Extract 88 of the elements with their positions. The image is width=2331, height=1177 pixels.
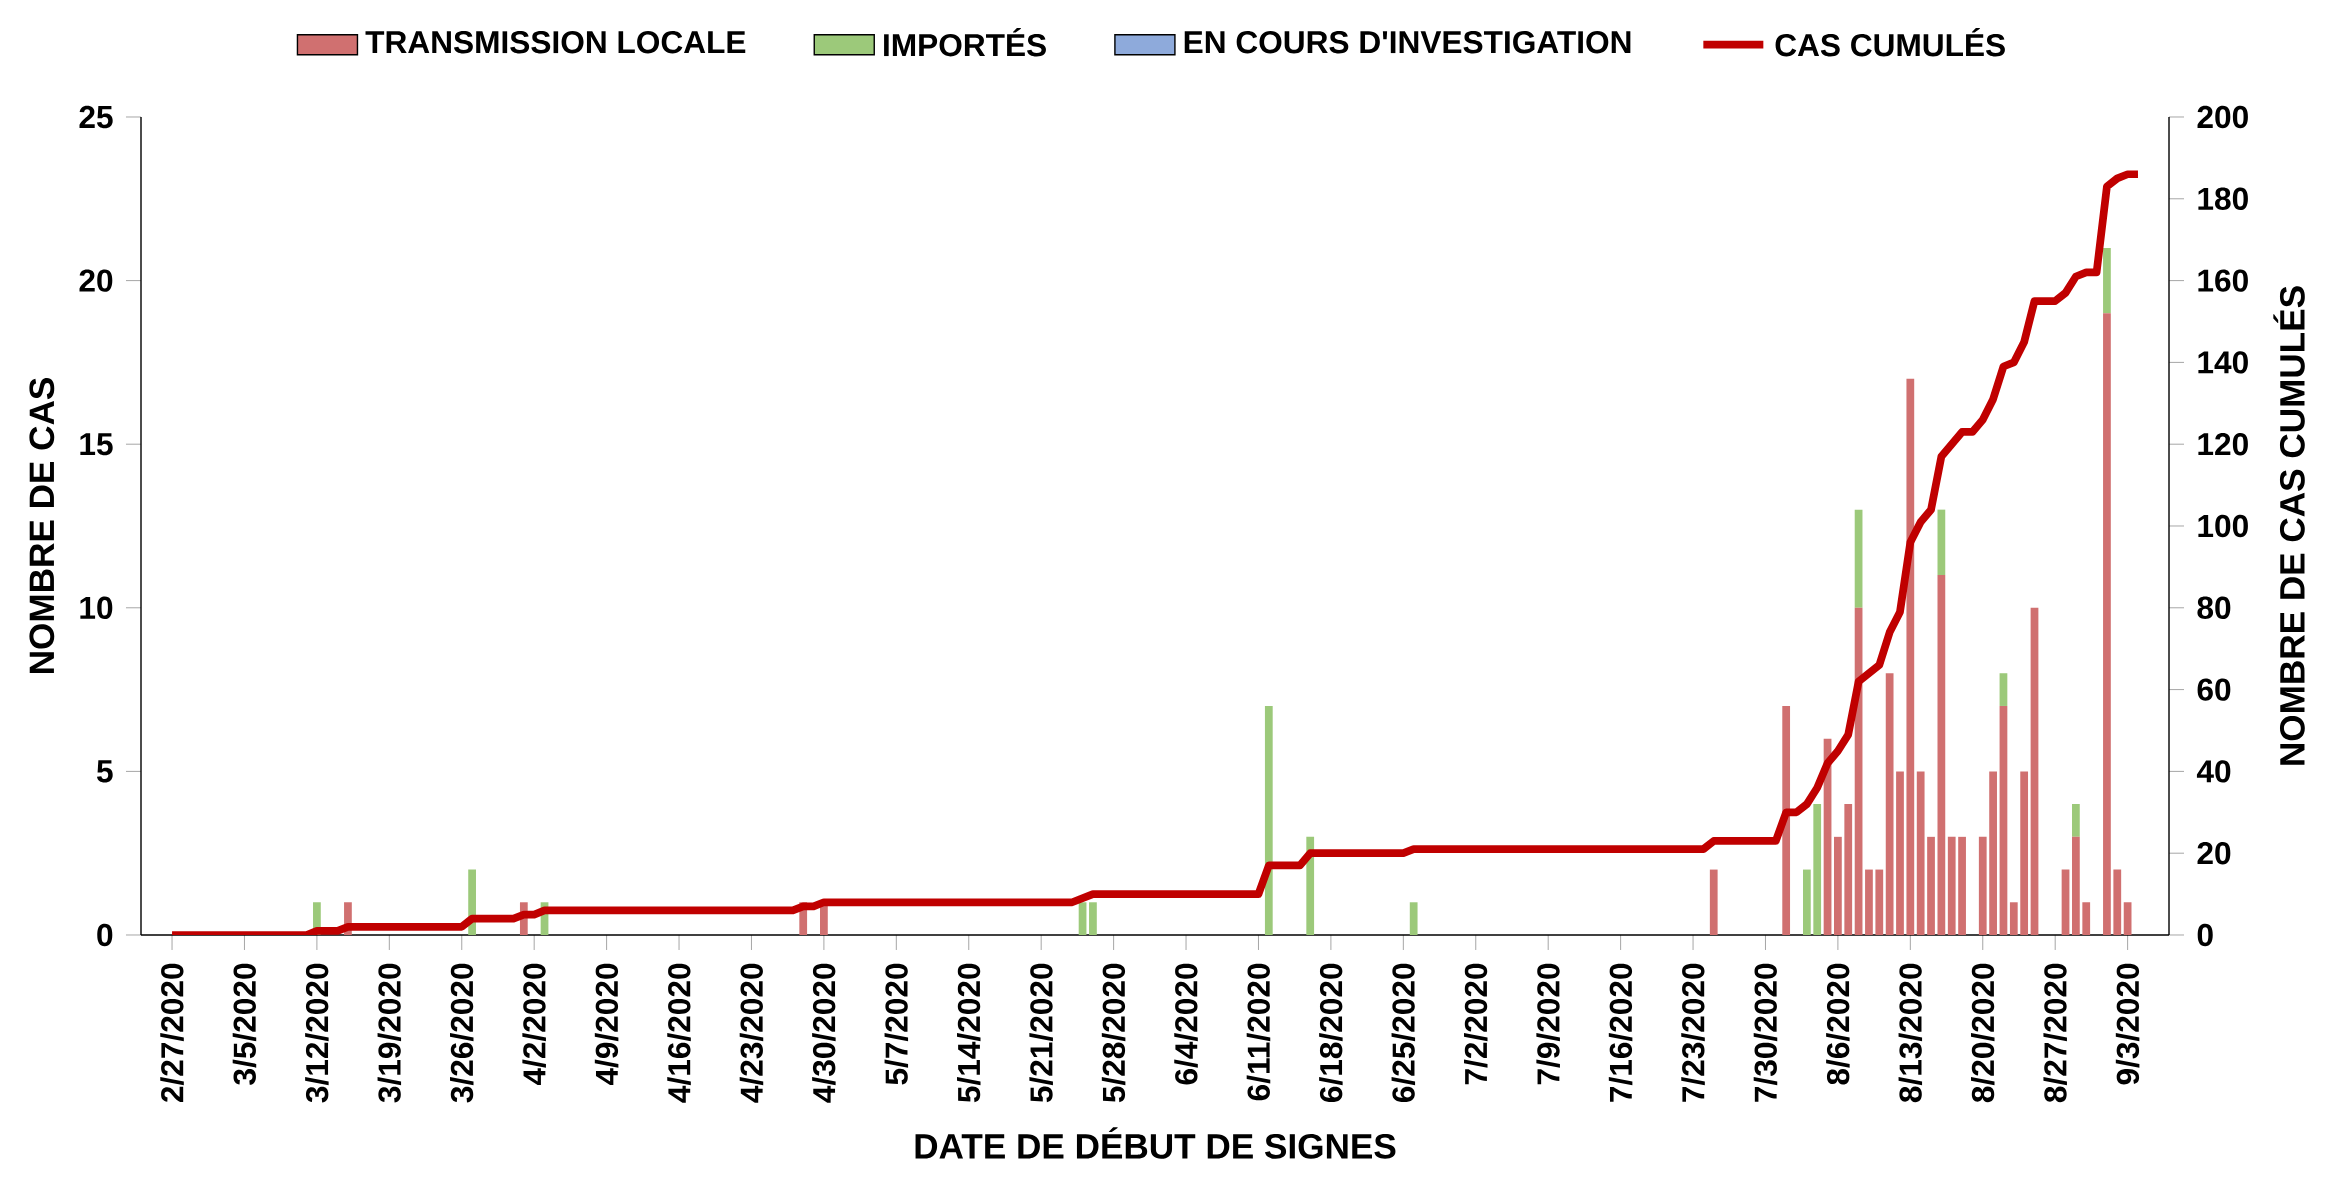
- legend-label: TRANSMISSION LOCALE: [365, 30, 746, 54]
- bar: [1802, 869, 1811, 935]
- legend-label: EN COURS D'INVESTIGATION: [1184, 30, 1631, 54]
- x-tick-label: 4/30/2020: [812, 963, 836, 1103]
- x-tick-label: 5/21/2020: [1029, 963, 1053, 1103]
- bar: [1937, 575, 1946, 935]
- bar: [2082, 902, 2091, 935]
- bar: [2103, 313, 2111, 935]
- y-tick-label: 5: [96, 760, 113, 783]
- x-tick-label: 6/25/2020: [1391, 963, 1416, 1102]
- bar: [1854, 509, 1863, 608]
- x-tick-label: 4/23/2020: [739, 963, 764, 1103]
- y2-tick-label: 0: [2197, 923, 2213, 947]
- x-tick-label: 4/16/2020: [667, 963, 691, 1103]
- y2-tick-label: 180: [2198, 187, 2248, 211]
- y-tick-label: 20: [79, 269, 113, 292]
- x-tick-label: 7/2/2020: [1463, 963, 1488, 1085]
- x-tick-label: 7/30/2020: [1753, 963, 1778, 1102]
- y2-axis-title: NOMBRE DE CAS CUMULÉS: [2273, 286, 2305, 765]
- x-tick-label: 3/5/2020: [232, 963, 257, 1085]
- y-tick-label: 0: [97, 923, 113, 947]
- y-tick-label: 10: [80, 596, 113, 620]
- x-tick-label: 8/6/2020: [1826, 963, 1850, 1085]
- y-tick-label: 15: [80, 433, 113, 456]
- y2-tick-label: 40: [2196, 760, 2231, 783]
- y2-tick-label: 60: [2197, 678, 2231, 701]
- bar: [1989, 771, 1997, 935]
- bar: [2103, 247, 2111, 314]
- bar: [2061, 869, 2070, 935]
- bar: [1264, 705, 1273, 935]
- bar: [1709, 869, 1718, 935]
- bar: [1844, 804, 1853, 935]
- bar: [2113, 869, 2122, 935]
- bar: [1937, 509, 1946, 576]
- bar: [2020, 771, 2029, 935]
- bar: [1782, 705, 1791, 935]
- x-tick-label: 8/27/2020: [2043, 963, 2067, 1103]
- x-tick-label: 7/16/2020: [1608, 963, 1633, 1102]
- x-tick-label: 2/27/2020: [160, 963, 184, 1103]
- bar: [1834, 836, 1842, 935]
- bar: [1999, 673, 2008, 706]
- y-axis-title: NOMBRE DE CAS: [29, 378, 55, 674]
- bar: [1409, 902, 1418, 935]
- legend-label: IMPORTÉS: [884, 28, 1046, 57]
- x-tick-label: 4/9/2020: [594, 963, 619, 1086]
- bar: [1865, 869, 1873, 935]
- x-tick-label: 5/28/2020: [1101, 963, 1126, 1103]
- bar: [1089, 902, 1097, 935]
- x-tick-label: 6/4/2020: [1174, 963, 1198, 1085]
- x-tick-label: 9/3/2020: [2115, 963, 2140, 1085]
- y2-tick-label: 120: [2198, 432, 2248, 456]
- bar: [2030, 607, 2039, 935]
- x-tick-label: 7/23/2020: [1681, 963, 1705, 1102]
- y2-tick-label: 20: [2197, 841, 2231, 865]
- bar: [1999, 705, 2008, 935]
- x-tick-label: 3/19/2020: [377, 963, 402, 1103]
- bar: [2072, 836, 2080, 935]
- bar: [1885, 673, 1894, 935]
- y2-tick-label: 80: [2197, 596, 2231, 620]
- bar: [1927, 836, 1935, 935]
- y2-tick-label: 140: [2198, 351, 2248, 374]
- bar: [1947, 836, 1956, 935]
- bar: [1875, 869, 1884, 935]
- y-tick-label: 25: [79, 105, 113, 129]
- x-tick-label: 3/26/2020: [449, 963, 474, 1103]
- legend-label: CAS CUMULÉS: [1775, 28, 2005, 57]
- bar: [1958, 836, 1966, 935]
- x-tick-label: 5/7/2020: [884, 963, 909, 1085]
- x-tick-label: 7/9/2020: [1536, 963, 1560, 1085]
- bar: [2072, 804, 2080, 837]
- bar: [1813, 804, 1822, 935]
- x-tick-label: 6/11/2020: [1246, 963, 1271, 1101]
- x-tick-label: 8/20/2020: [1970, 963, 1995, 1103]
- x-axis-title: DATE DE DÉBUT DE SIGNES: [915, 1127, 1396, 1159]
- y2-tick-label: 100: [2198, 514, 2248, 538]
- x-tick-label: 5/14/2020: [956, 963, 981, 1103]
- x-tick-label: 8/13/2020: [1898, 963, 1923, 1103]
- bar: [2123, 902, 2132, 935]
- x-tick-label: 4/2/2020: [522, 963, 546, 1086]
- bar: [1978, 836, 1987, 935]
- x-tick-label: 3/12/2020: [305, 963, 329, 1103]
- bar: [1896, 771, 1904, 935]
- x-tick-label: 6/18/2020: [1319, 963, 1343, 1102]
- y2-tick-label: 160: [2198, 269, 2248, 292]
- y2-tick-label: 200: [2197, 105, 2248, 129]
- bar: [1906, 378, 1915, 935]
- bar: [2009, 902, 2018, 935]
- bar: [1916, 771, 1925, 935]
